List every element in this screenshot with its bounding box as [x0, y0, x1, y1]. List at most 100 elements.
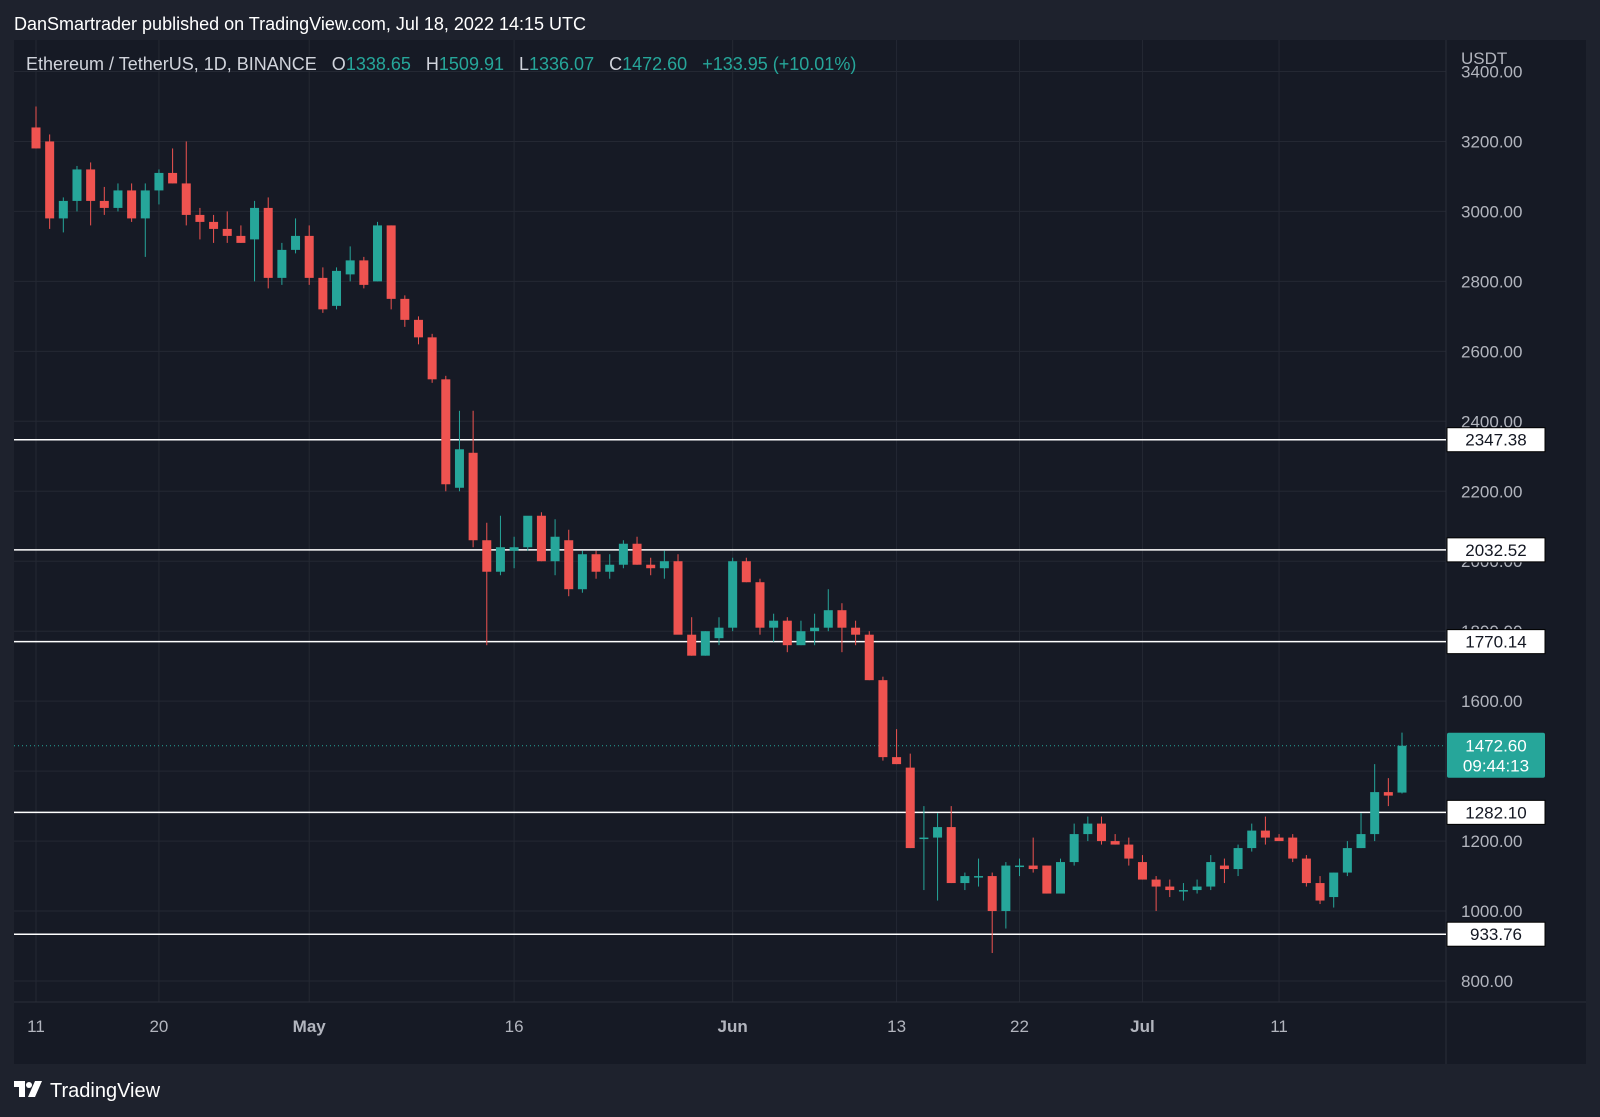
candle-body [892, 757, 902, 765]
candle-body [974, 876, 984, 878]
candle-body [769, 620, 779, 628]
footer-brand[interactable]: TradingView [14, 1080, 160, 1103]
candle [1096, 816, 1106, 845]
candle [892, 729, 902, 765]
candle-body [332, 270, 342, 306]
candle [441, 375, 451, 492]
level-label: 1770.14 [1465, 633, 1526, 652]
candle-body [1001, 865, 1011, 912]
candle-body [714, 627, 724, 639]
candle-body [86, 169, 96, 201]
candle [1370, 764, 1380, 842]
candle [1124, 837, 1134, 866]
price-tick-label: 2200.00 [1461, 482, 1522, 501]
candle-body [823, 610, 833, 628]
candle-body [577, 554, 587, 590]
candle-body [1028, 865, 1038, 870]
candle-body [564, 540, 574, 590]
candle-body [1083, 823, 1093, 835]
candle-body [1206, 862, 1216, 887]
candle [345, 246, 355, 282]
candle [168, 148, 178, 184]
level-label-box [1446, 427, 1546, 453]
close-value: 1472.60 [622, 54, 688, 74]
candle [236, 225, 246, 243]
candle [1165, 879, 1175, 898]
candle [632, 536, 642, 565]
candle-body [605, 564, 615, 572]
candle-body [209, 221, 219, 229]
candle-body [632, 543, 642, 565]
candle [482, 522, 492, 646]
price-tick-label: 1200.00 [1461, 832, 1522, 851]
candle [400, 295, 410, 327]
candle-body [1315, 883, 1325, 901]
candle [755, 578, 765, 635]
candle [1233, 844, 1243, 877]
time-tick-label: 13 [887, 1017, 906, 1036]
candle [1342, 841, 1352, 877]
last-price-label: 1472.60 [1465, 737, 1526, 756]
price-tick-label: 3200.00 [1461, 132, 1522, 151]
candle [509, 536, 519, 569]
close-label: C [609, 54, 623, 74]
candle-body [1096, 823, 1106, 842]
candle [195, 207, 205, 240]
candle [427, 333, 437, 383]
candle-body [1110, 841, 1120, 845]
candle [413, 316, 423, 345]
candle-body [195, 214, 205, 222]
candle-body [1137, 862, 1147, 880]
candle-body [1247, 830, 1257, 849]
price-tick-label: 800.00 [1461, 972, 1513, 991]
candle [291, 218, 301, 254]
candle [646, 557, 656, 576]
candle [209, 214, 219, 243]
candle [523, 515, 533, 551]
level-label-box [1446, 921, 1546, 947]
candlestick-chart[interactable]: 800.001000.001200.001400.001600.001800.0… [14, 40, 1586, 1064]
candle-body [946, 827, 956, 884]
candle-body [1151, 879, 1161, 887]
candle [1397, 732, 1407, 794]
time-tick-label: May [293, 1017, 327, 1036]
candle [1383, 778, 1393, 807]
level-label: 2347.38 [1465, 431, 1526, 450]
candle [810, 613, 820, 646]
candle [687, 617, 697, 656]
candle-body [509, 547, 519, 551]
candle [1260, 816, 1270, 845]
candle-body [127, 190, 137, 219]
candle-body [1342, 848, 1352, 873]
price-tick-label: 2400.00 [1461, 412, 1522, 431]
time-tick-label: 11 [27, 1017, 45, 1036]
price-tick-label: 1000.00 [1461, 902, 1522, 921]
candle [454, 410, 464, 492]
candle-body [1233, 848, 1243, 870]
candle [946, 806, 956, 884]
candle [564, 529, 574, 597]
candle [1056, 858, 1065, 894]
price-tick-label: 2600.00 [1461, 342, 1522, 361]
change-value: +133.95 (+10.01%) [702, 54, 857, 74]
candle [1192, 879, 1202, 894]
candle [318, 267, 328, 313]
candle-body [495, 547, 505, 572]
candle-body [741, 561, 751, 583]
candle-body [1329, 872, 1339, 898]
candle [1315, 876, 1325, 905]
candle-body [1301, 858, 1311, 884]
chart-panel[interactable]: 800.001000.001200.001400.001600.001800.0… [14, 40, 1586, 1064]
candle-body [386, 225, 396, 299]
candle-body [222, 228, 232, 236]
candle [1288, 834, 1298, 863]
candle-body [851, 627, 861, 635]
currency-label: USDT [1461, 49, 1507, 68]
candle [45, 134, 55, 229]
candle-body [45, 141, 55, 219]
price-tick-label: 1600.00 [1461, 692, 1522, 711]
time-tick-label: Jun [718, 1017, 748, 1036]
candle [796, 620, 806, 646]
candle-body [1274, 837, 1284, 842]
candle [1015, 858, 1025, 877]
